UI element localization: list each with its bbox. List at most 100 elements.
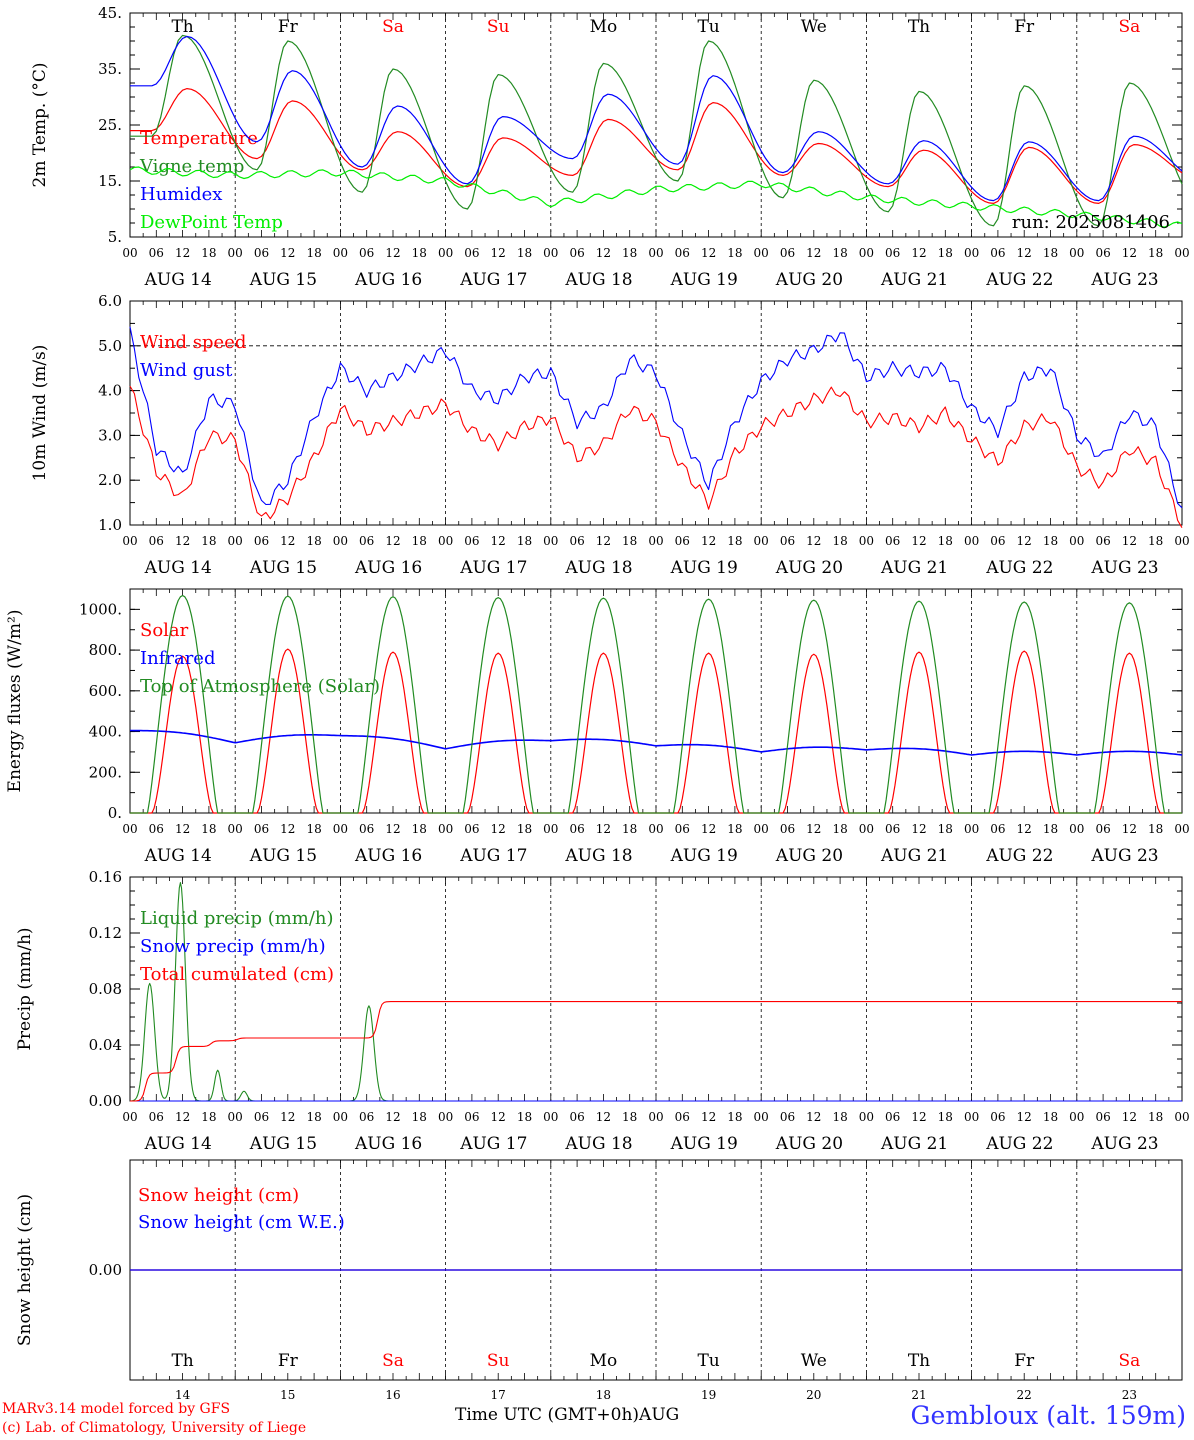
hour-label: 12 <box>701 246 716 260</box>
hour-label: 00 <box>964 246 979 260</box>
hour-label: 18 <box>412 246 427 260</box>
legend-entry: Wind speed <box>140 332 246 353</box>
day-of-week-label: Fr <box>1014 1351 1035 1371</box>
hour-label: 00 <box>333 246 348 260</box>
hour-label: 00 <box>1069 1110 1084 1124</box>
hour-label: 00 <box>438 822 453 836</box>
series-line <box>129 326 1183 509</box>
legend-entry: Solar <box>140 620 189 641</box>
hour-label: 12 <box>701 822 716 836</box>
date-label: AUG 21 <box>880 846 948 866</box>
date-label: AUG 16 <box>354 846 422 866</box>
date-label: AUG 18 <box>564 270 632 290</box>
day-number-label: 22 <box>1017 1388 1032 1402</box>
hour-label: 18 <box>1148 246 1163 260</box>
date-label: AUG 19 <box>670 846 738 866</box>
y-tick-label: 5. <box>108 228 122 246</box>
date-label: AUG 20 <box>775 558 843 578</box>
hour-label: 00 <box>859 822 874 836</box>
hour-label: 06 <box>1095 246 1110 260</box>
hour-label: 06 <box>464 822 479 836</box>
hour-label: 18 <box>938 1110 953 1124</box>
hour-label: 06 <box>1095 1110 1110 1124</box>
hour-label: 06 <box>780 822 795 836</box>
y-tick-label: 15. <box>98 172 122 190</box>
date-label: AUG 14 <box>144 270 212 290</box>
date-label: AUG 14 <box>144 1134 212 1154</box>
day-number-label: 16 <box>385 1388 400 1402</box>
y-tick-label: 3.0 <box>98 426 122 444</box>
day-number-label: 21 <box>911 1388 926 1402</box>
hour-label: 06 <box>359 534 374 548</box>
hour-label: 18 <box>1043 822 1058 836</box>
hour-label: 00 <box>1069 822 1084 836</box>
legend-entry: Humidex <box>140 184 222 205</box>
temperature-panel: 00 06 12 18 00 06 12 18 00 06 12 18 00 06 12 18 00 06 12 18… <box>30 4 1190 290</box>
date-label: AUG 17 <box>459 1134 527 1154</box>
day-of-week-label: Sa <box>1119 1351 1141 1371</box>
hour-label: 18 <box>622 822 637 836</box>
hour-label: 12 <box>280 822 295 836</box>
hour-label: 12 <box>280 246 295 260</box>
hour-label: 06 <box>990 822 1005 836</box>
run-annotation: run: 2025081406 <box>1012 212 1170 233</box>
date-label: AUG 23 <box>1090 270 1158 290</box>
hour-label: 06 <box>254 246 269 260</box>
hour-label: 00 <box>438 246 453 260</box>
day-number-label: 14 <box>175 1388 191 1402</box>
y-axis-label: Precip (mm/h) <box>15 927 35 1050</box>
hour-label: 12 <box>1122 246 1137 260</box>
y-tick-label: 35. <box>98 60 122 78</box>
hour-label: 06 <box>359 246 374 260</box>
legend-entry: Infrared <box>140 648 215 669</box>
legend-entry: Top of Atmosphere (Solar) <box>140 676 380 697</box>
hour-label: 00 <box>333 534 348 548</box>
hour-label: 00 <box>648 1110 663 1124</box>
y-tick-label: 0.00 <box>89 1092 122 1110</box>
day-of-week-label: Th <box>908 1351 930 1371</box>
wind-panel: 00 06 12 18 00 06 12 18 00 06 12 18 00 06 12 18 00 06 12 18… <box>30 292 1190 578</box>
y-tick-label: 45. <box>98 4 122 22</box>
day-of-week-label: Sa <box>382 17 404 37</box>
hour-label: 18 <box>938 534 953 548</box>
hour-label: 00 <box>754 246 769 260</box>
legend-entry: Total cumulated (cm) <box>140 964 334 985</box>
hour-label: 06 <box>569 822 584 836</box>
date-label: AUG 14 <box>144 846 212 866</box>
hour-label: 12 <box>911 246 926 260</box>
hour-label: 18 <box>306 246 321 260</box>
hour-label: 00 <box>1174 534 1189 548</box>
hour-label: 12 <box>596 1110 611 1124</box>
hour-label: 00 <box>648 534 663 548</box>
hour-label: 18 <box>412 534 427 548</box>
day-of-week-label: We <box>801 17 827 37</box>
day-number-label: 20 <box>806 1388 821 1402</box>
hour-label: 06 <box>885 246 900 260</box>
hour-label: 18 <box>832 1110 847 1124</box>
date-label: AUG 23 <box>1090 846 1158 866</box>
hour-label: 06 <box>569 1110 584 1124</box>
hour-label: 06 <box>990 246 1005 260</box>
hour-label: 18 <box>201 534 216 548</box>
day-of-week-label: Mo <box>590 1351 618 1371</box>
hour-label: 18 <box>201 1110 216 1124</box>
day-of-week-label: Fr <box>278 1351 299 1371</box>
series-line <box>129 166 1183 228</box>
y-tick-label: 6.0 <box>98 292 122 310</box>
hour-label: 06 <box>780 534 795 548</box>
hour-label: 18 <box>622 246 637 260</box>
hour-label: 12 <box>175 534 190 548</box>
hour-label: 18 <box>727 534 742 548</box>
series-line <box>130 34 1183 227</box>
hour-label: 12 <box>385 1110 400 1124</box>
series-line <box>130 35 1183 202</box>
date-label: AUG 22 <box>985 558 1053 578</box>
hour-label: 18 <box>517 534 532 548</box>
hour-label: 06 <box>254 822 269 836</box>
hour-label: 00 <box>438 1110 453 1124</box>
hour-label: 18 <box>938 246 953 260</box>
hour-label: 00 <box>1174 1110 1189 1124</box>
y-tick-label: 600. <box>89 682 122 700</box>
legend-entry: DewPoint Temp <box>140 212 283 233</box>
hour-label: 06 <box>149 534 164 548</box>
